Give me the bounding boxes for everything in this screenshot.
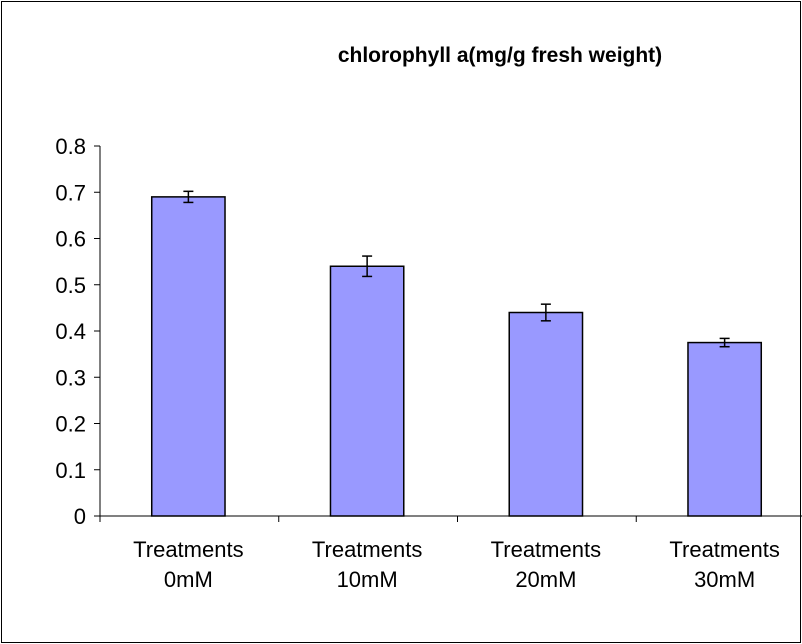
y-tick-label: 0.6	[55, 227, 86, 252]
x-tick-label: Treatments 30mM	[669, 537, 779, 592]
x-tick-label: Treatments 20mM	[491, 537, 601, 592]
y-tick-label: 0.4	[55, 319, 86, 344]
x-tick-label: Treatments 0mM	[133, 537, 243, 592]
chart-title: chlorophyll a(mg/g fresh weight)	[338, 44, 662, 67]
bar	[150, 196, 226, 517]
y-tick-label: 0.3	[55, 365, 86, 390]
x-tick-label: Treatments 10mM	[312, 537, 422, 592]
y-tick-label: 0.7	[55, 180, 86, 205]
bar	[329, 265, 405, 517]
y-tick-label: 0.8	[55, 134, 86, 159]
bar	[508, 311, 584, 517]
y-tick-label: 0.1	[55, 458, 86, 483]
y-tick-label: 0	[74, 504, 86, 529]
y-tick-label: 0.2	[55, 412, 86, 437]
y-tick-label: 0.5	[55, 273, 86, 298]
bar	[687, 341, 763, 517]
